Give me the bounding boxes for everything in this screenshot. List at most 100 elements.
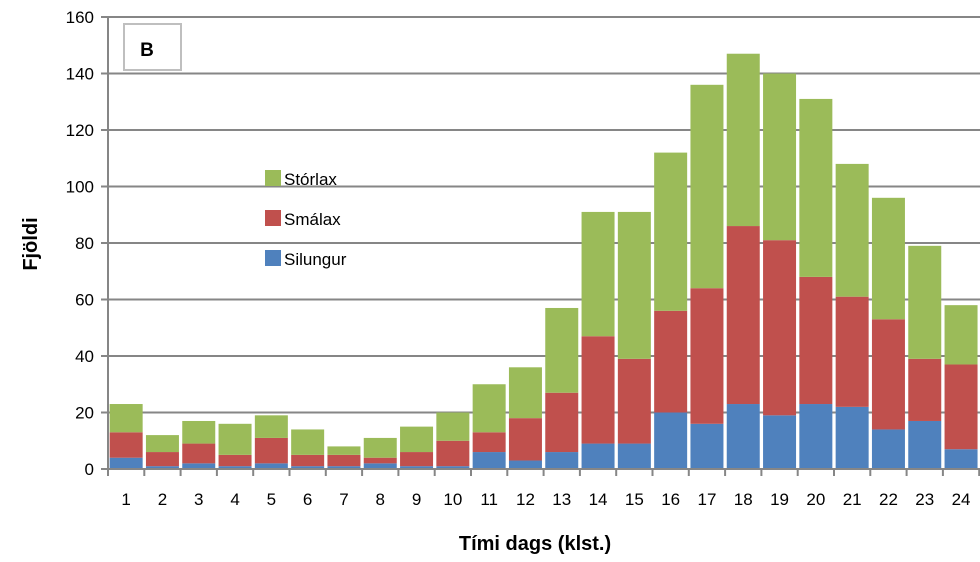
bar-segment [835,296,869,407]
bar-segment [472,452,506,469]
y-axis-title: Fjöldi [20,217,42,270]
panel-label-frame [123,23,182,71]
bar-segment [799,404,833,469]
y-tick-label: 0 [85,460,94,479]
y-tick-label: 80 [75,234,94,253]
bar-segment [726,226,760,405]
bar-segment [908,358,942,421]
x-tick-label: 2 [158,490,167,509]
bar-segment [763,240,797,416]
x-tick-label: 5 [267,490,276,509]
bar-segment [581,443,615,469]
bar-segment [327,466,361,469]
legend-label: Silungur [284,250,347,269]
bar-segment [908,420,942,469]
bar-segment [944,449,978,469]
x-tick-label: 18 [734,490,753,509]
bar-segment [799,276,833,405]
bar-segment [581,336,615,444]
bar-segment [871,429,905,469]
bar-segment [835,163,869,297]
x-tick-label: 12 [516,490,535,509]
bar-segment [472,432,506,453]
bar-segment [871,197,905,320]
bar-segment [690,423,724,469]
bar-segment [218,466,252,469]
bar-segment [291,466,325,469]
bar-segment [654,310,688,413]
bar-segment [145,435,179,453]
y-tick-label: 60 [75,291,94,310]
x-axis-title: Tími dags (klst.) [459,533,611,555]
bar-segment [400,426,434,453]
y-tick-label: 160 [66,8,94,27]
bar-segment [654,152,688,311]
bar-segment [908,245,942,359]
bar-segment [363,457,397,464]
bar-segment [182,463,216,469]
bars [109,53,978,469]
bar-segment [944,364,978,450]
bar-segment [690,288,724,424]
legend-swatch [265,250,281,266]
bar-segment [327,454,361,467]
bar-segment [763,415,797,469]
bar-segment [617,443,651,469]
bar-segment [254,415,288,438]
x-tick-label: 9 [412,490,421,509]
bar-segment [291,429,325,455]
axes [101,16,980,476]
y-tick-label: 40 [75,347,94,366]
bar-segment [218,454,252,467]
y-tick-label: 120 [66,121,94,140]
bar-segment [218,423,252,455]
x-tick-label: 15 [625,490,644,509]
y-tick-label: 140 [66,65,94,84]
bar-segment [581,211,615,337]
bar-segment [182,443,216,464]
bar-segment [254,463,288,469]
bar-segment [145,452,179,467]
bar-segment [436,440,470,467]
x-tick-label: 4 [230,490,239,509]
x-tick-label: 23 [915,490,934,509]
bar-segment [291,454,325,467]
bar-segment [363,437,397,458]
bar-segment [508,418,542,461]
legend-swatch [265,210,281,226]
bar-segment [254,437,288,464]
bar-segment [545,307,579,393]
bar-segment [363,463,397,469]
bar-segment [436,466,470,469]
bar-segment [182,420,216,444]
bar-segment [545,452,579,469]
y-tick-label: 20 [75,404,94,423]
bar-segment [654,412,688,469]
bar-segment [871,319,905,430]
bar-segment [508,367,542,419]
bar-segment [109,457,143,469]
y-tick-labels: 0 20 40 60 80 100 120 140 160 [66,8,94,479]
legend: Stórlax Smálax Silungur [265,170,347,269]
bar-segment [944,305,978,365]
bar-segment [617,211,651,359]
bar-segment [327,446,361,455]
bar-segment [109,432,143,458]
y-tick-label: 100 [66,178,94,197]
x-tick-label: 17 [697,490,716,509]
x-tick-label: 11 [480,490,498,509]
bar-segment [400,466,434,469]
x-tick-label: 3 [194,490,203,509]
legend-label: Stórlax [284,170,337,189]
bar-segment [472,384,506,433]
x-tick-label: 21 [843,490,862,509]
x-tick-label: 8 [376,490,385,509]
x-tick-labels: 1 2 3 4 5 6 7 8 9 10 11 12 13 14 15 16 17 18 19 20 21 22 23 24 [121,490,970,509]
bar-segment [726,404,760,469]
bar-segment [799,98,833,277]
x-tick-label: 16 [661,490,680,509]
legend-swatch [265,170,281,186]
gridlines [108,16,980,414]
bar-segment [690,84,724,289]
